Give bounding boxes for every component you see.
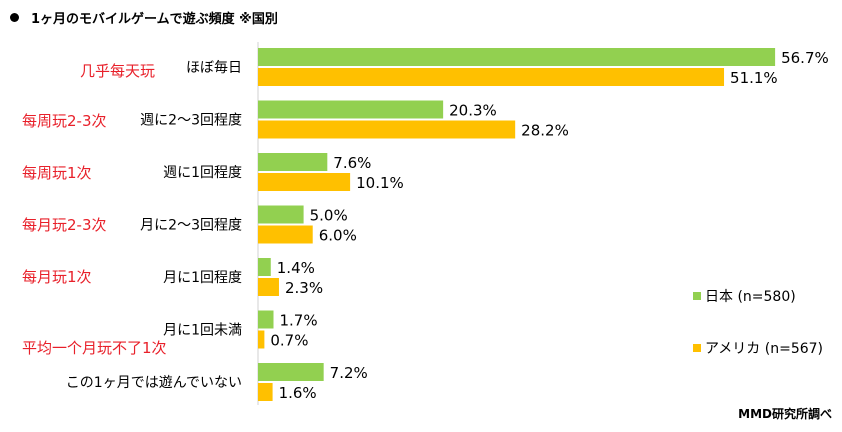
data-label: 56.7%: [781, 49, 829, 67]
bar-usa: [258, 68, 725, 86]
data-label: 51.1%: [730, 69, 778, 87]
category-label: 月に1回未満: [163, 323, 242, 339]
data-label: 20.3%: [449, 102, 497, 120]
bar-usa: [258, 120, 516, 139]
legend-swatch-usa: [693, 344, 701, 352]
legend-item-usa: アメリカ (n=567): [693, 338, 823, 358]
legend-label: アメリカ (n=567): [705, 341, 823, 357]
chinese-annotation: 每周玩2-3次: [22, 112, 107, 130]
source-credit: MMD研究所調べ: [738, 407, 832, 421]
category-label: 月に1回程度: [163, 270, 242, 286]
chinese-annotation: 每周玩1次: [22, 164, 92, 182]
data-label: 1.7%: [280, 312, 318, 330]
chart-title-text: 1ヶ月のモバイルゲームで遊ぶ頻度 ※国別: [31, 12, 278, 27]
chinese-annotation: 平均一个月玩不了1次: [22, 339, 167, 357]
bar-japan: [258, 310, 274, 329]
bar-japan: [258, 258, 271, 276]
data-label: 7.2%: [330, 364, 368, 382]
bullet-icon: [10, 13, 19, 22]
chinese-annotation: 几乎每天玩: [80, 62, 155, 80]
bar-usa: [258, 225, 313, 244]
data-label: 0.7%: [270, 332, 308, 350]
data-label: 7.6%: [333, 154, 371, 172]
bar-japan: [258, 205, 304, 224]
bar-usa: [258, 330, 265, 349]
data-label: 5.0%: [310, 207, 348, 225]
data-label: 28.2%: [521, 122, 569, 140]
data-label: 1.4%: [277, 259, 315, 277]
category-label: ほぼ毎日: [186, 60, 242, 76]
chinese-annotation: 每月玩2-3次: [22, 216, 107, 234]
bar-japan: [258, 363, 324, 381]
chart-title: 1ヶ月のモバイルゲームで遊ぶ頻度 ※国別: [10, 8, 278, 27]
category-label: 週に2〜3回程度: [140, 113, 242, 129]
bar-japan: [258, 100, 444, 119]
category-label: この1ヶ月では遊んでいない: [66, 375, 242, 391]
legend-item-japan: 日本 (n=580): [693, 286, 796, 306]
data-label: 1.6%: [279, 384, 317, 402]
data-label: 2.3%: [285, 279, 323, 297]
bar-japan: [258, 153, 328, 171]
category-label: 月に2〜3回程度: [140, 218, 242, 234]
legend-label: 日本 (n=580): [705, 289, 796, 305]
legend-swatch-japan: [693, 292, 701, 300]
data-label: 6.0%: [319, 227, 357, 245]
bar-usa: [258, 173, 351, 191]
bar-usa: [258, 383, 273, 401]
category-label: 週に1回程度: [163, 165, 242, 181]
chinese-annotation: 每月玩1次: [22, 268, 92, 286]
bar-usa: [258, 278, 279, 296]
bar-japan: [258, 48, 776, 66]
data-label: 10.1%: [356, 174, 404, 192]
